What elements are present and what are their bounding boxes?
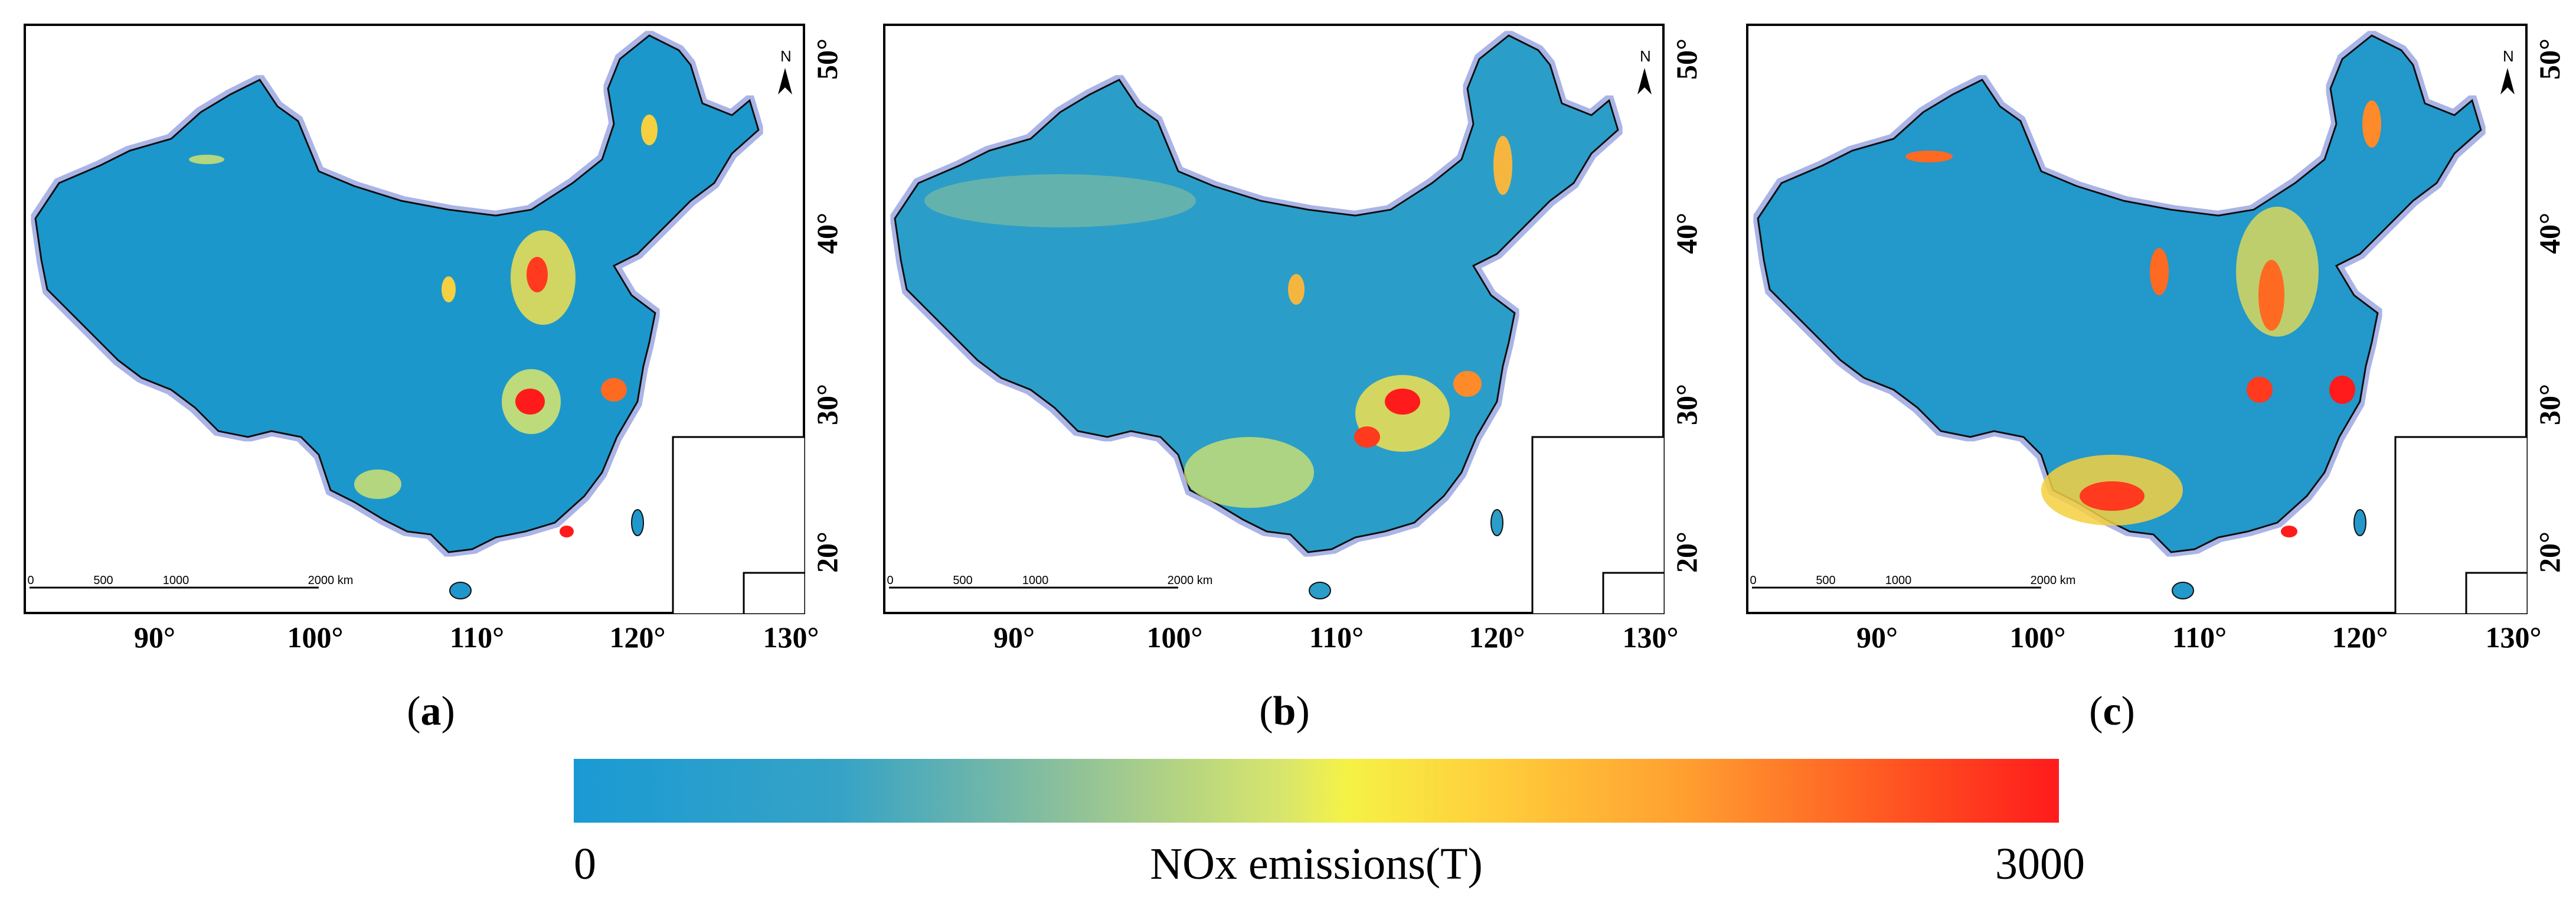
hainan-island [2172, 582, 2194, 599]
china-landmass [1757, 34, 2482, 553]
lon-label-130: 130° [2485, 621, 2542, 654]
north-arrow-icon [2500, 68, 2515, 94]
north-label: N [1640, 47, 1651, 65]
scale-label: 1000 [1885, 574, 1912, 587]
taiwan-island [2353, 509, 2366, 536]
lat-label-20: 20° [2533, 532, 2566, 573]
lon-label-100: 100° [287, 621, 344, 654]
scale-label: 500 [93, 574, 113, 587]
south-china-sea-inset [672, 436, 805, 614]
emission-hotspot [2258, 260, 2284, 331]
emission-hotspot [1354, 426, 1380, 448]
north-arrow-icon [1637, 68, 1652, 94]
scale-label: 2000 km [308, 574, 354, 587]
panel-caption: (a) [407, 689, 455, 734]
colorbar-title: NOx emissions(T) [1150, 839, 1483, 889]
emission-hotspot [2247, 377, 2273, 403]
china-nox-map [1752, 34, 2528, 614]
colorbar [574, 759, 2059, 823]
lat-label-40: 40° [1670, 213, 1703, 254]
lat-label-30: 30° [2533, 384, 2566, 425]
emission-hotspot [1288, 274, 1305, 305]
emission-hotspot [2080, 481, 2145, 511]
lat-label-30: 30° [1670, 384, 1703, 425]
hainan-island [449, 582, 472, 599]
scale-label: 500 [953, 574, 973, 587]
lat-label-40: 40° [810, 213, 844, 254]
emission-hotspot [1385, 389, 1420, 415]
taiwan-island [1490, 509, 1503, 536]
lat-label-50: 50° [2533, 38, 2566, 80]
colorbar-min-label: 0 [574, 839, 596, 889]
emission-hotspot [601, 378, 627, 402]
lat-label-40: 40° [2533, 213, 2566, 254]
map-panel-c: N 0 500 1000 2000 km 20° 30° 40° 50° 90°… [1746, 24, 2566, 734]
emission-region [924, 174, 1196, 227]
north-label: N [780, 47, 792, 65]
lat-label-50: 50° [1670, 38, 1703, 80]
lon-label-120: 120° [2332, 621, 2388, 654]
taiwan-island [631, 509, 644, 536]
scale-label: 2000 km [1167, 574, 1213, 587]
emission-hotspot [189, 155, 224, 164]
scale-label: 1000 [1022, 574, 1049, 587]
lat-label-20: 20° [1670, 532, 1703, 573]
emission-hotspot [2329, 376, 2355, 404]
scale-label: 0 [1750, 574, 1757, 587]
north-label: N [2503, 47, 2514, 65]
lon-label-110: 110° [1309, 621, 1364, 654]
scale-label: 500 [1816, 574, 1836, 587]
scale-label: 1000 [162, 574, 189, 587]
lon-label-90: 90° [134, 621, 175, 654]
lon-label-110: 110° [449, 621, 505, 654]
scale-label: 2000 km [2030, 574, 2076, 587]
hainan-island [1309, 582, 1331, 599]
scale-label: 0 [887, 574, 894, 587]
emission-hotspot [2150, 248, 2169, 295]
lon-label-110: 110° [2172, 621, 2227, 654]
inset-box [1602, 572, 1665, 614]
lon-label-90: 90° [1856, 621, 1898, 654]
north-arrow-icon [778, 68, 792, 94]
emission-hotspot [527, 257, 548, 292]
lon-label-100: 100° [1146, 621, 1203, 654]
emission-hotspot [442, 276, 456, 302]
china-nox-map [889, 34, 1665, 614]
emission-hotspot [641, 115, 658, 145]
emission-hotspot [560, 526, 574, 537]
lat-label-20: 20° [810, 532, 844, 573]
scale-label: 0 [27, 574, 34, 587]
emission-hotspot [2362, 100, 2381, 148]
south-china-sea-inset [2394, 436, 2528, 614]
lat-label-50: 50° [810, 38, 844, 80]
panel-caption: (b) [1259, 689, 1310, 734]
emission-region [1184, 437, 1314, 508]
china-landmass [34, 34, 760, 553]
emission-hotspot [1453, 371, 1482, 397]
lon-label-100: 100° [2009, 621, 2066, 654]
lat-label-30: 30° [810, 384, 844, 425]
lon-label-90: 90° [993, 621, 1035, 654]
emission-hotspot [1493, 136, 1512, 195]
emission-hotspot [354, 469, 401, 499]
lon-label-120: 120° [1469, 621, 1525, 654]
inset-box [2465, 572, 2528, 614]
lon-label-120: 120° [609, 621, 666, 654]
map-panel-b: N 0 500 1000 2000 km 20° 30° 40° 50° 90°… [883, 24, 1703, 734]
south-china-sea-inset [1531, 436, 1665, 614]
inset-box [743, 572, 805, 614]
lon-label-130: 130° [1622, 621, 1679, 654]
emission-hotspot [1905, 151, 1953, 162]
emission-hotspot [515, 389, 545, 415]
panel-caption: (c) [2089, 689, 2135, 734]
emission-hotspot [2281, 526, 2297, 537]
colorbar-max-label: 3000 [1995, 839, 2085, 889]
lon-label-130: 130° [763, 621, 819, 654]
china-nox-map [30, 34, 805, 614]
map-panel-a: N 0 500 1000 2000 km 20° 30° 40° 50° 90°… [24, 24, 844, 734]
